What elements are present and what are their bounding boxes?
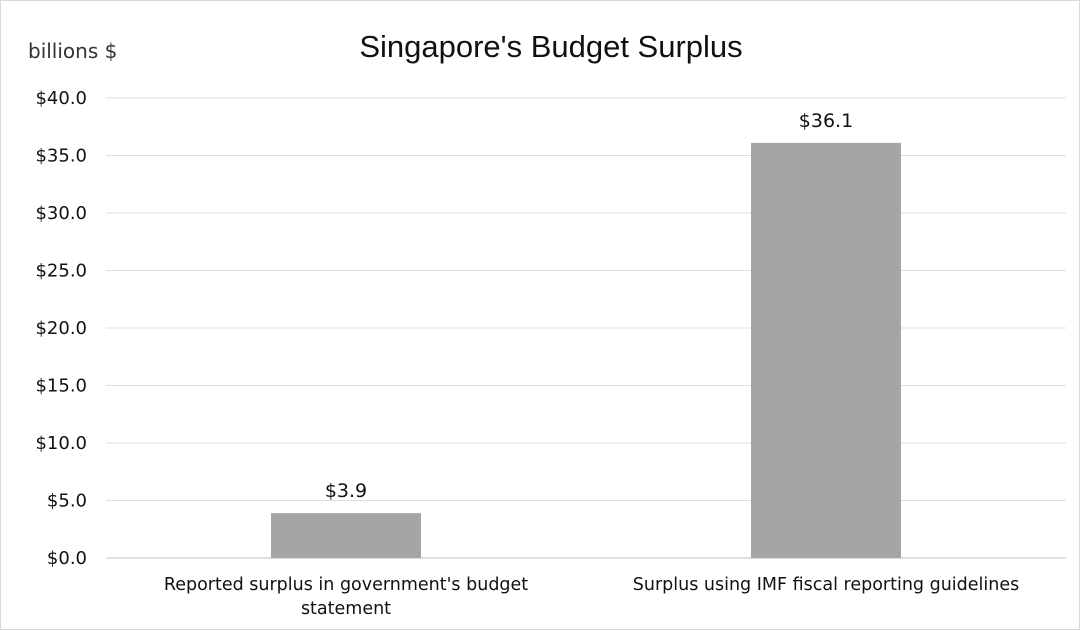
gridlines	[106, 97, 1066, 559]
y-tick-label: $0.0	[47, 548, 87, 569]
x-category-label: Surplus using IMF fiscal reporting guide…	[633, 575, 1019, 595]
data-label: $3.9	[325, 480, 367, 502]
unit-label: billions $	[28, 39, 117, 63]
y-tick-label: $20.0	[35, 318, 87, 339]
x-axis-categories: Reported surplus in government's budget s…	[164, 575, 1019, 619]
y-tick-label: $15.0	[35, 376, 87, 397]
bar	[751, 142, 901, 558]
data-labels: $3.9 $36.1	[325, 110, 853, 502]
y-tick-label: $25.0	[35, 261, 87, 282]
bars	[271, 142, 901, 558]
y-axis-ticks: $0.0 $5.0 $10.0 $15.0 $20.0 $25.0 $30.0 $35.0 $4…	[35, 88, 87, 569]
bar	[271, 513, 421, 558]
chart-title: Singapore's Budget Surplus	[359, 29, 742, 64]
y-tick-label: $5.0	[47, 491, 87, 512]
x-category-label: Reported surplus in government's budget s…	[164, 575, 528, 619]
y-tick-label: $35.0	[35, 146, 87, 167]
y-tick-label: $30.0	[35, 203, 87, 224]
y-tick-label: $40.0	[35, 88, 87, 109]
y-tick-label: $10.0	[35, 433, 87, 454]
data-label: $36.1	[799, 110, 853, 132]
